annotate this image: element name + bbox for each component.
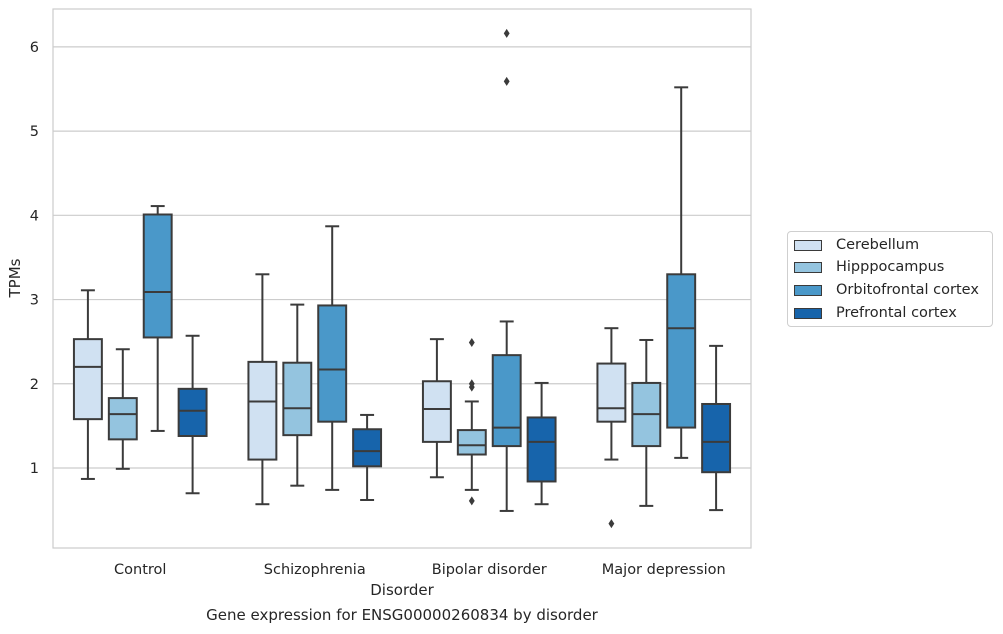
x-axis-label: Disorder (370, 581, 434, 599)
legend-swatch-prefrontal-cortex (794, 307, 822, 319)
box-iqr (317, 304, 348, 423)
box-iqr (491, 354, 522, 448)
box-iqr (666, 273, 697, 429)
box-hipppocampus-bipolar-disorder (456, 338, 487, 506)
y-tick-label-3: 3 (30, 293, 39, 309)
outlier-point (468, 379, 475, 389)
legend-swatch-cerebellum (794, 239, 822, 251)
outlier-point (468, 338, 475, 348)
box-iqr (72, 338, 103, 421)
x-tick-label-schizophrenia: Schizophrenia (264, 562, 366, 578)
x-tick-label-control: Control (114, 562, 166, 578)
outlier-point (468, 496, 475, 506)
legend-label-prefrontal-cortex: Prefrontal cortex (836, 305, 957, 321)
legend-item-orbitofrontal-cortex: Orbitofrontal cortex (794, 279, 979, 301)
tick-labels: 1 2 3 4 5 6 Control Schizophrenia Bipolar disord… (30, 40, 726, 578)
box-iqr (421, 380, 452, 443)
boxes-layer (72, 28, 732, 529)
legend-swatch-hippocampus (794, 261, 822, 273)
box-cerebellum-control (72, 289, 103, 480)
x-tick-label-bipolar-disorder: Bipolar disorder (432, 562, 547, 578)
legend-swatch-orbitofrontal-cortex (794, 284, 822, 296)
legend: Cerebellum Hipppocampus Orbitofrontal co… (787, 231, 993, 327)
box-orbitofrontal-cortex-control (142, 205, 173, 432)
box-cerebellum-schizophrenia (247, 273, 278, 506)
figure-caption: Gene expression for ENSG00000260834 by d… (206, 606, 598, 624)
y-tick-label-5: 5 (30, 124, 39, 140)
box-iqr (352, 428, 383, 468)
legend-item-hippocampus: Hipppocampus (794, 256, 944, 278)
outlier-point (608, 519, 615, 529)
legend-label-cerebellum: Cerebellum (836, 237, 920, 253)
box-iqr (456, 429, 487, 456)
box-iqr (142, 213, 173, 339)
y-tick-label-2: 2 (30, 377, 39, 393)
box-iqr (526, 416, 557, 483)
box-prefrontal-cortex-major-depression (701, 344, 732, 512)
outlier-point (503, 28, 510, 38)
plot-area-frame (52, 8, 752, 549)
outlier-point (503, 76, 510, 86)
y-axis-label: TPMs (6, 258, 24, 298)
box-hipppocampus-major-depression (631, 338, 662, 507)
box-orbitofrontal-cortex-bipolar-disorder (491, 28, 522, 512)
box-iqr (177, 387, 208, 437)
legend-label-orbitofrontal-cortex: Orbitofrontal cortex (836, 282, 979, 298)
box-prefrontal-cortex-schizophrenia (352, 413, 383, 501)
box-prefrontal-cortex-control (177, 334, 208, 495)
legend-label-hippocampus: Hipppocampus (836, 259, 945, 275)
box-iqr (247, 360, 278, 461)
y-tick-label-4: 4 (30, 208, 39, 224)
box-iqr (107, 397, 138, 441)
box-iqr (282, 361, 313, 437)
box-hipppocampus-schizophrenia (282, 303, 313, 487)
y-tick-label-1: 1 (30, 461, 39, 477)
y-tick-label-6: 6 (30, 40, 39, 56)
box-cerebellum-bipolar-disorder (421, 338, 452, 479)
box-orbitofrontal-cortex-schizophrenia (317, 225, 348, 491)
legend-item-prefrontal-cortex: Prefrontal cortex (794, 302, 957, 324)
box-iqr (701, 402, 732, 474)
box-orbitofrontal-cortex-major-depression (666, 86, 697, 459)
legend-item-cerebellum: Cerebellum (794, 234, 919, 256)
x-tick-label-major-depression: Major depression (602, 562, 726, 578)
box-prefrontal-cortex-bipolar-disorder (526, 381, 557, 506)
box-iqr (596, 362, 627, 423)
box-cerebellum-major-depression (596, 327, 627, 529)
box-hipppocampus-control (107, 348, 138, 470)
